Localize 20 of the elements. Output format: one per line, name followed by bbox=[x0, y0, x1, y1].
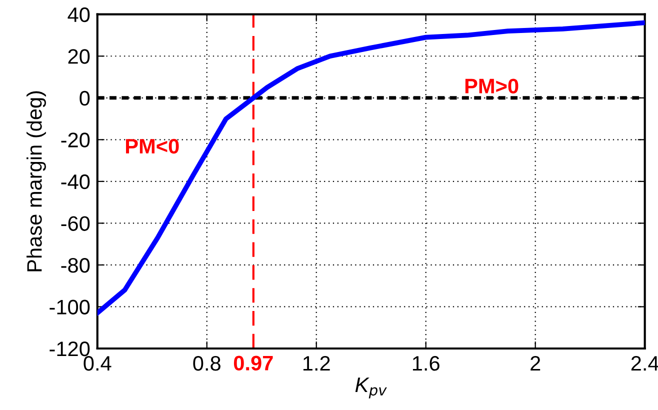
y-tick-label: 40 bbox=[68, 7, 90, 22]
line-series bbox=[97, 20, 645, 316]
x-tick-label: 1.6 bbox=[412, 356, 440, 371]
y-tick-label: -20 bbox=[61, 132, 90, 148]
y-tick-label: 0 bbox=[80, 90, 90, 106]
y-tick-label: -40 bbox=[61, 174, 90, 190]
y-tick-label: -100 bbox=[50, 300, 90, 314]
y-tick-label: -80 bbox=[61, 258, 90, 273]
y-axis-title: Phase margin (deg) bbox=[26, 91, 46, 272]
x-tick-label: 0.8 bbox=[193, 356, 220, 371]
y-tick-label: 20 bbox=[68, 49, 90, 64]
ref-line-label: 0.97 bbox=[234, 356, 273, 370]
x-axis-title: K$_{pv}$ bbox=[355, 378, 387, 398]
y-tick-label: -60 bbox=[61, 216, 90, 231]
annotation: PM>0 bbox=[465, 78, 518, 94]
x-tick-label: 0.4 bbox=[84, 356, 112, 371]
x-tick-label: 1.2 bbox=[303, 356, 330, 371]
annotation: PM<0 bbox=[126, 138, 179, 154]
x-tick-label: 2 bbox=[530, 356, 540, 371]
y-tick-label: -120 bbox=[50, 342, 90, 356]
